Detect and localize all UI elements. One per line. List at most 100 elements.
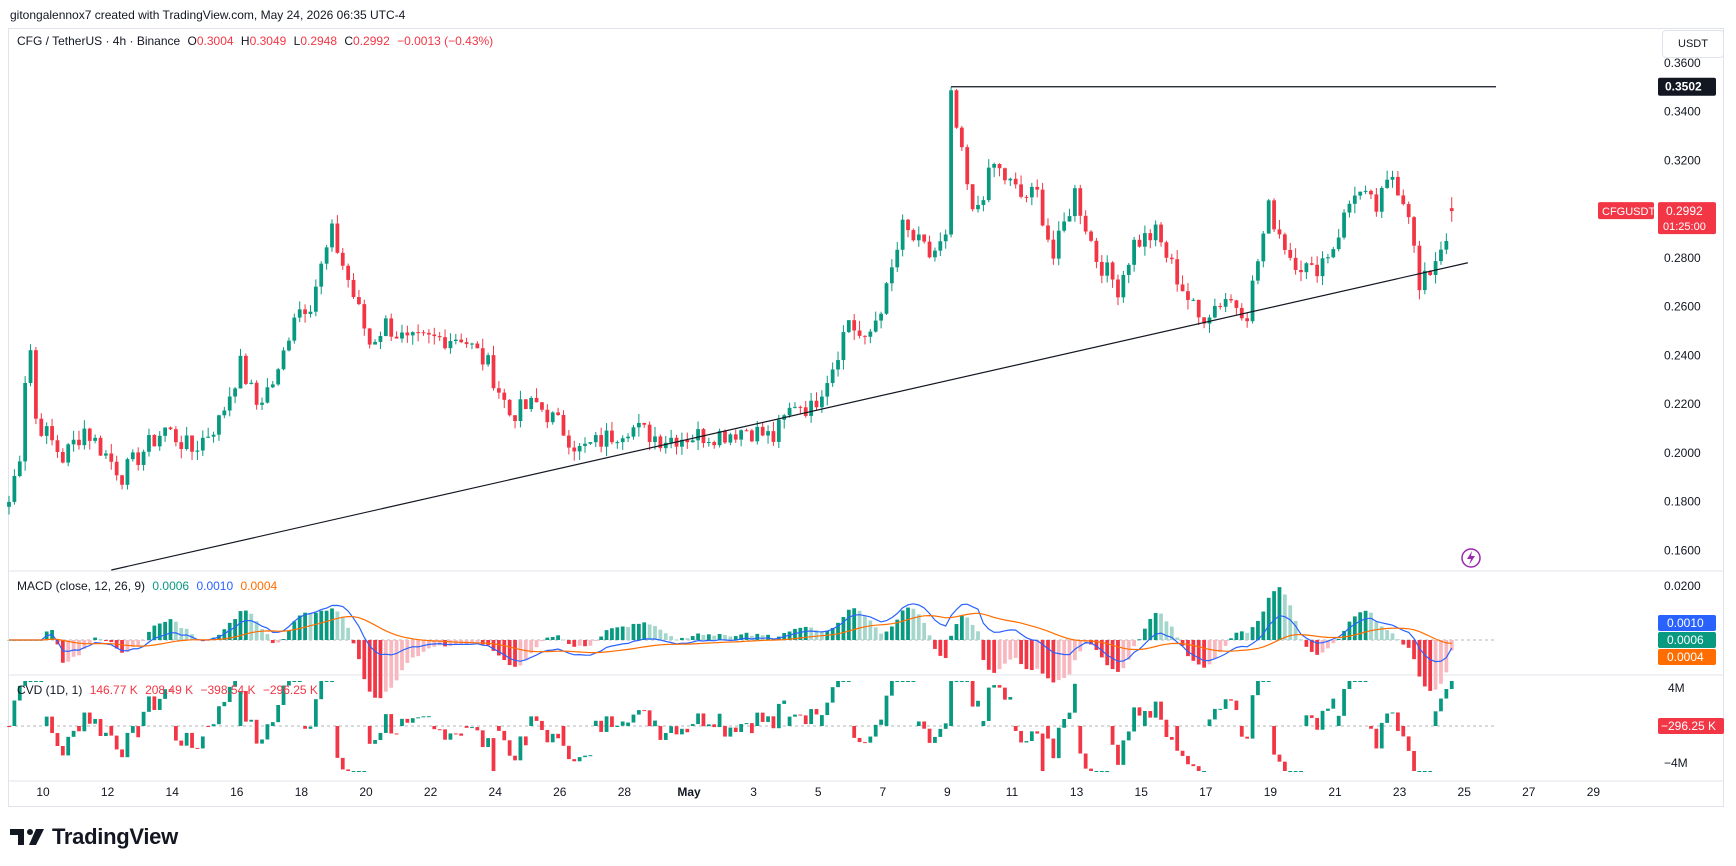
candle [610,421,614,445]
candle-body [1019,184,1023,197]
candle [572,440,577,461]
ascending-trendline [111,262,1469,571]
macd-histogram-bar [1401,640,1406,645]
cvd-candle [658,726,663,740]
candle [744,428,749,432]
candle-body [297,309,302,318]
macd-histogram-bar [1218,640,1223,653]
cvd-candle [793,714,797,717]
macd-tick-top: 0.0200 [1664,579,1701,593]
candle [830,362,835,387]
cvd-candle [868,736,873,743]
candle-body [1218,306,1223,308]
candle-body [1040,189,1045,226]
macd-histogram-bar [566,640,571,645]
candle-body [895,249,900,268]
cvd-candle [1212,708,1217,720]
symbol-legend[interactable]: CFG / TetherUS · 4h · Binance O0.3004 H0… [17,34,497,48]
macd-histogram-bar [405,640,410,663]
candle [1019,175,1023,199]
close-label: C0.2992 [344,34,390,48]
candle-body [615,442,620,444]
cvd-candle [938,728,943,737]
cvd-candle [577,757,582,762]
candle-body [120,475,124,485]
change-value: −0.0013 (−0.43%) [397,34,494,48]
candle-body [486,355,491,365]
macd-histogram-bar [351,640,356,644]
candle-body [313,286,318,312]
macd-histogram-bar [378,640,383,699]
macd-histogram-bar [507,640,512,666]
macd-histogram-bar [357,640,361,660]
cvd-candle [981,720,986,726]
lightning-circle [1461,548,1481,568]
cvd-candle [1385,713,1390,723]
cvd-candle [400,718,404,726]
macd-histogram-bar [911,608,916,640]
cvd-candle [1428,771,1433,772]
cvd-candle [141,711,146,726]
macd-histogram-bar [723,635,727,640]
macd-value-badge [1658,632,1716,648]
cvd-candle [706,724,711,727]
cvd-candle [685,728,690,733]
currency-unit-button[interactable]: USDT [1662,30,1724,58]
cvd-candle [378,732,383,741]
macd-histogram-bar [243,610,248,640]
candle-body [938,241,943,251]
cvd-candle [98,719,103,737]
candle [227,387,232,417]
cvd-candle [787,716,792,726]
tradingview-logo[interactable]: TradingView [10,824,178,850]
macd-histogram-bar [1083,640,1088,644]
candle [1288,242,1293,261]
candle [674,434,679,455]
candle-body [163,427,168,436]
candle-body [1175,259,1180,285]
candle-body [448,341,453,349]
candle [900,214,905,257]
candle-body [706,442,711,444]
candle-body [453,339,458,342]
candle [1401,189,1406,206]
candle [1067,208,1072,222]
candle [846,320,851,334]
candle [938,232,943,257]
candle-body [943,234,948,242]
macd-legend[interactable]: MACD (close, 12, 26, 9) 0.0006 0.0010 0.… [17,579,281,593]
price-tick-9: 0.1600 [1664,543,1701,557]
candle-body [152,435,157,447]
candle-body [260,402,264,405]
candle-body [157,435,162,447]
cvd-candle [1412,750,1416,771]
candle-body [647,424,652,443]
candle-body [863,335,867,337]
candle [351,273,356,299]
cvd-candle [1218,708,1223,710]
candle-body [1401,195,1406,205]
cvd-candle [1121,740,1126,765]
candle-body [577,445,582,452]
macd-histogram-bar [1369,612,1373,640]
macd-histogram-bar [308,613,313,640]
candle-body [1412,217,1416,246]
cvd-candle [383,714,388,733]
candle-body [1180,284,1185,292]
candle-body [222,410,227,416]
cvd-candle [653,720,657,727]
candle-body [173,429,178,443]
cvd-candle [1116,744,1120,765]
last-price-label: 0.2992 [1666,204,1703,218]
cvd-legend[interactable]: CVD (1D, 1) 146.77 K 208.49 K −398.54 K … [17,683,322,697]
candle-body [1347,203,1352,213]
cvd-candle [1083,753,1088,769]
candle-body [1089,231,1093,241]
pane-dividers [9,570,1724,782]
candle [825,375,830,406]
macd-histogram-bar [71,640,76,657]
cvd-candle [292,681,297,682]
cvd-candle [1186,755,1190,765]
macd-histogram-bar [470,640,474,644]
